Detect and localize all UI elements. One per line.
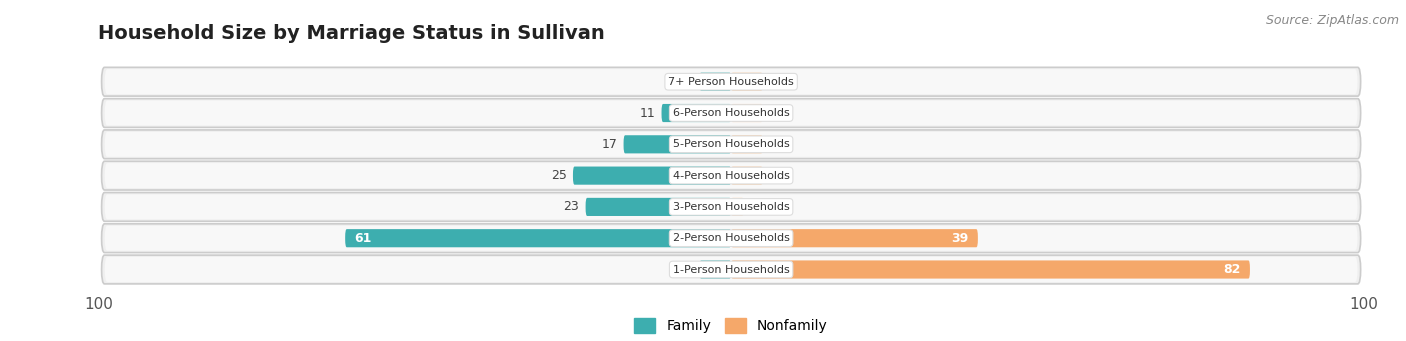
FancyBboxPatch shape: [101, 161, 1361, 190]
FancyBboxPatch shape: [101, 255, 1361, 284]
Text: 1-Person Households: 1-Person Households: [672, 265, 790, 275]
Text: 2-Person Households: 2-Person Households: [672, 233, 790, 243]
FancyBboxPatch shape: [574, 166, 731, 185]
Text: 0: 0: [685, 75, 693, 88]
Text: 82: 82: [1223, 263, 1240, 276]
Text: 0: 0: [685, 263, 693, 276]
FancyBboxPatch shape: [661, 104, 731, 122]
Text: 3-Person Households: 3-Person Households: [672, 202, 790, 212]
FancyBboxPatch shape: [623, 135, 731, 153]
FancyBboxPatch shape: [101, 224, 1361, 253]
FancyBboxPatch shape: [585, 198, 731, 216]
Text: 5-Person Households: 5-Person Households: [672, 139, 790, 149]
FancyBboxPatch shape: [344, 229, 731, 247]
FancyBboxPatch shape: [104, 101, 1358, 125]
Text: Source: ZipAtlas.com: Source: ZipAtlas.com: [1265, 14, 1399, 27]
FancyBboxPatch shape: [731, 261, 1250, 279]
FancyBboxPatch shape: [731, 166, 762, 185]
Text: 0: 0: [769, 169, 778, 182]
Text: 25: 25: [551, 169, 567, 182]
FancyBboxPatch shape: [731, 135, 762, 153]
FancyBboxPatch shape: [731, 73, 762, 91]
FancyBboxPatch shape: [101, 99, 1361, 128]
FancyBboxPatch shape: [731, 229, 977, 247]
Text: 39: 39: [950, 232, 969, 245]
Text: 11: 11: [640, 106, 655, 119]
Text: Household Size by Marriage Status in Sullivan: Household Size by Marriage Status in Sul…: [98, 24, 605, 43]
Text: 6-Person Households: 6-Person Households: [672, 108, 790, 118]
FancyBboxPatch shape: [101, 67, 1361, 96]
Legend: Family, Nonfamily: Family, Nonfamily: [634, 318, 828, 333]
FancyBboxPatch shape: [104, 132, 1358, 157]
FancyBboxPatch shape: [104, 257, 1358, 282]
FancyBboxPatch shape: [104, 194, 1358, 219]
Text: 4-Person Households: 4-Person Households: [672, 170, 790, 181]
Text: 2: 2: [751, 201, 758, 213]
FancyBboxPatch shape: [101, 193, 1361, 221]
FancyBboxPatch shape: [731, 104, 762, 122]
FancyBboxPatch shape: [731, 198, 744, 216]
Text: 17: 17: [602, 138, 617, 151]
Text: 61: 61: [354, 232, 373, 245]
FancyBboxPatch shape: [699, 261, 731, 279]
Text: 7+ Person Households: 7+ Person Households: [668, 77, 794, 87]
Text: 0: 0: [769, 138, 778, 151]
FancyBboxPatch shape: [104, 69, 1358, 94]
Text: 0: 0: [769, 106, 778, 119]
FancyBboxPatch shape: [104, 163, 1358, 188]
FancyBboxPatch shape: [101, 130, 1361, 159]
FancyBboxPatch shape: [699, 73, 731, 91]
Text: 0: 0: [769, 75, 778, 88]
Text: 23: 23: [564, 201, 579, 213]
FancyBboxPatch shape: [104, 226, 1358, 251]
